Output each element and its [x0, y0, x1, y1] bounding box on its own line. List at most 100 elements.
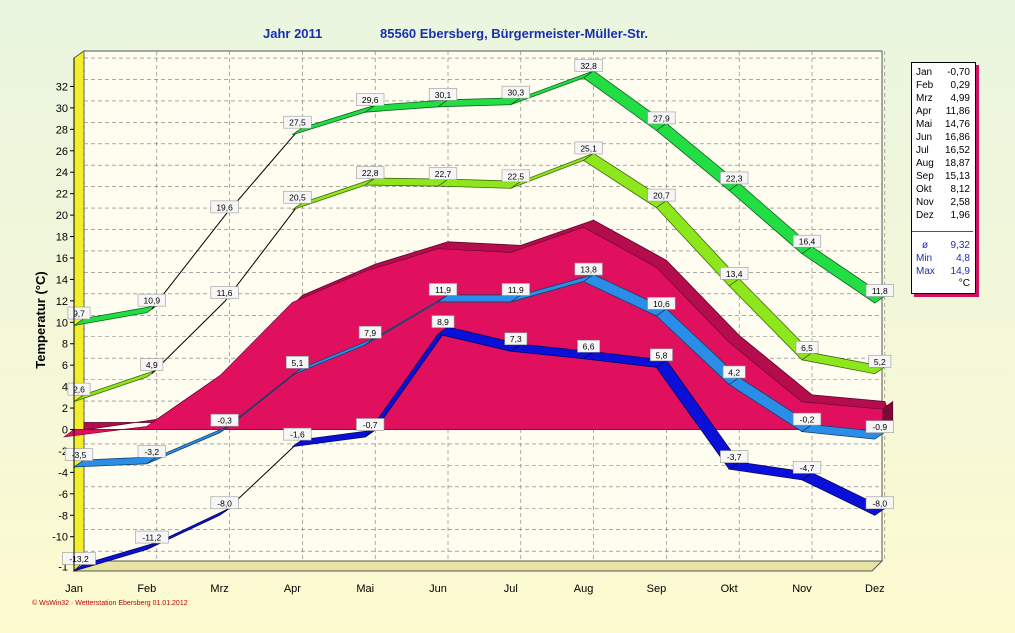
data-label: 11,9	[508, 285, 524, 295]
y-tick-label: 30	[56, 103, 68, 115]
plot-floor	[72, 560, 884, 572]
data-label-box	[720, 450, 749, 463]
x-tick-label: Sep	[647, 583, 667, 595]
data-label-box	[647, 188, 676, 202]
data-label: -13,2	[69, 554, 89, 564]
data-label: 22,5	[508, 171, 525, 181]
data-label: 13,4	[726, 269, 743, 279]
data-label-box	[431, 315, 455, 328]
data-label: 6,6	[583, 342, 595, 352]
data-label-box	[64, 448, 94, 461]
data-label-box	[67, 382, 91, 396]
y-tick-label: 24	[56, 167, 68, 179]
series-thin-segment	[151, 301, 225, 374]
legend-row-apr: Apr 11,86	[912, 106, 973, 119]
y-tick-label: 14	[56, 274, 68, 286]
data-label-box	[865, 284, 894, 297]
legend-row-jan: Jan -0,70	[912, 67, 973, 80]
y-tick-label: -8	[58, 510, 68, 522]
data-label: -0,2	[800, 415, 815, 425]
data-label: -8,0	[872, 498, 887, 508]
data-label: 19,6	[216, 202, 233, 212]
legend-month-value: 8,12	[950, 184, 970, 195]
legend-row-feb: Feb 0,29	[912, 80, 973, 93]
y-tick-label: -10	[52, 532, 68, 544]
data-label: 20,5	[289, 193, 306, 203]
y-tick-label: 8	[62, 339, 68, 351]
legend-month-label: Mai	[916, 119, 933, 130]
legend-stat-value: 9,32	[950, 240, 970, 251]
data-label-box	[574, 141, 603, 155]
data-label-box	[792, 234, 822, 248]
legend-month-label: Mrz	[916, 93, 933, 104]
data-label: 30,1	[435, 90, 452, 100]
legend-divider	[912, 231, 973, 232]
data-label: 4,9	[146, 360, 158, 370]
data-label-box	[649, 348, 673, 362]
data-label: -3,7	[727, 452, 742, 462]
legend-row-sep: Sep 15,13	[912, 171, 973, 184]
legend-stat-label: ø	[922, 240, 929, 251]
y-tick-label: 4	[62, 382, 68, 394]
data-label: 5,2	[874, 357, 886, 367]
data-label: 10,9	[144, 296, 161, 306]
legend-month-value: 2,58	[950, 197, 970, 208]
data-label-box	[137, 445, 166, 458]
data-label-box	[428, 88, 458, 101]
data-label-box	[356, 418, 385, 431]
data-label-box	[868, 354, 892, 368]
legend-month-value: 0,29	[950, 80, 970, 91]
data-label-box	[140, 358, 164, 371]
data-label-box	[647, 111, 676, 125]
monthly-mean-legend: Jan -0,70 Feb 0,29 Mrz 4,99 Apr 11,86 Mai 14,…	[911, 62, 976, 294]
data-label-box	[210, 496, 239, 510]
legend-row-aug: Aug 18,87	[912, 158, 973, 171]
legend-stat-min: Min 4,8	[912, 253, 973, 266]
data-label-box	[574, 262, 603, 276]
legend-stat-value: 4,8	[956, 253, 970, 264]
y-tick-label: 16	[56, 253, 68, 265]
data-label: 32,8	[580, 61, 597, 71]
data-label-box	[720, 267, 749, 280]
y-axis-title: Temperatur (°C)	[33, 271, 48, 368]
legend-month-label: Dez	[916, 210, 934, 221]
data-label: 11,8	[872, 286, 888, 296]
legend-month-value: 1,96	[950, 210, 970, 221]
y-tick-label: 6	[62, 360, 68, 372]
data-label-box	[67, 306, 91, 320]
data-label: -0,7	[363, 420, 378, 430]
legend-row-mai: Mai 14,76	[912, 119, 973, 132]
data-label: 2,6	[73, 385, 85, 395]
legend-month-label: Aug	[916, 158, 934, 169]
legend-month-value: -0,70	[947, 67, 970, 78]
data-label: 6,5	[801, 343, 813, 353]
x-tick-label: Apr	[284, 583, 301, 595]
legend-row-nov: Nov 2,58	[912, 197, 973, 210]
data-label-box	[501, 85, 530, 99]
data-label-box	[501, 283, 530, 296]
series-thin-segment	[224, 205, 298, 302]
data-label: 22,8	[362, 168, 379, 178]
y-tick-label: 22	[56, 189, 68, 201]
legend-stat-label: Max	[916, 266, 935, 277]
legend-unit-label: °C	[958, 278, 970, 289]
chart-title-station: 85560 Ebersberg, Bürgermeister-Müller-St…	[380, 26, 649, 41]
legend-month-value: 15,13	[944, 171, 970, 182]
y-tick-label: 2	[62, 403, 68, 415]
data-label-box	[356, 93, 385, 106]
series-thin-segment	[151, 215, 225, 310]
data-label-box	[356, 166, 385, 179]
legend-month-label: Jun	[916, 132, 933, 143]
data-label: 7,9	[364, 328, 376, 338]
legend-stat-avg: ø 9,32	[912, 240, 973, 253]
data-label-box	[574, 59, 603, 72]
data-label-box	[358, 326, 382, 339]
data-label-box	[865, 420, 894, 433]
x-tick-label: Nov	[792, 583, 812, 595]
legend-row-dez: Dez 1,96	[912, 210, 973, 223]
legend-month-label: Nov	[916, 197, 934, 208]
y-tick-label: 12	[56, 296, 68, 308]
data-label-box	[504, 332, 528, 346]
x-tick-label: Dez	[865, 583, 885, 595]
data-label: -8,0	[217, 498, 232, 508]
